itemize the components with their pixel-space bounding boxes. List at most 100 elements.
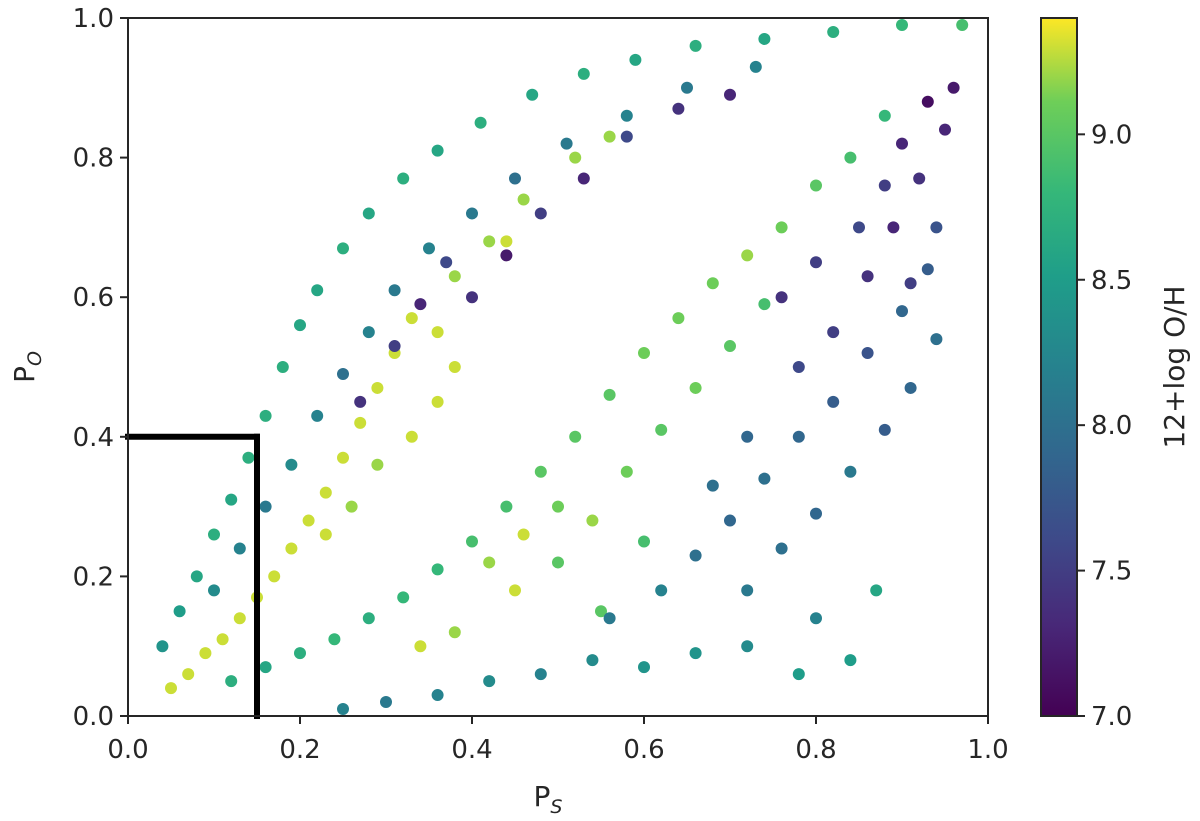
data-point bbox=[302, 514, 315, 527]
data-point bbox=[466, 291, 478, 304]
data-point bbox=[810, 612, 822, 625]
data-point bbox=[199, 647, 212, 660]
colorbar-tick-label: 9.0 bbox=[1091, 120, 1132, 150]
data-point bbox=[182, 668, 195, 681]
data-point bbox=[586, 654, 599, 667]
data-point bbox=[681, 81, 693, 94]
data-point bbox=[560, 137, 573, 150]
plot-frame bbox=[127, 17, 989, 717]
data-point bbox=[853, 221, 865, 234]
data-point bbox=[878, 423, 891, 436]
data-point bbox=[913, 172, 926, 185]
data-point bbox=[276, 361, 289, 373]
data-point bbox=[724, 88, 736, 101]
y-tick-label: 0.8 bbox=[73, 144, 114, 174]
data-point bbox=[904, 277, 917, 290]
data-point bbox=[233, 542, 246, 555]
data-point bbox=[337, 703, 349, 716]
colorbar-tick-label: 7.5 bbox=[1091, 557, 1132, 587]
data-point bbox=[448, 270, 461, 283]
data-point bbox=[741, 430, 754, 443]
data-point bbox=[448, 626, 461, 639]
data-point bbox=[603, 388, 616, 401]
data-point bbox=[190, 570, 203, 583]
data-point bbox=[173, 605, 186, 618]
data-point bbox=[362, 207, 375, 220]
data-point bbox=[534, 668, 547, 681]
data-point bbox=[354, 395, 367, 408]
data-point bbox=[689, 549, 702, 562]
data-point bbox=[638, 661, 650, 674]
y-tick-label: 1.0 bbox=[73, 4, 114, 34]
data-point bbox=[328, 633, 341, 646]
data-point bbox=[362, 612, 375, 625]
data-point bbox=[741, 640, 754, 653]
data-point bbox=[268, 570, 281, 583]
data-point bbox=[758, 472, 771, 485]
data-point bbox=[792, 430, 805, 443]
data-point bbox=[827, 25, 840, 38]
data-point bbox=[483, 235, 496, 248]
data-point bbox=[638, 347, 650, 360]
data-point bbox=[552, 500, 564, 513]
x-tick-label: 0.8 bbox=[795, 735, 836, 765]
x-tick-label: 0.2 bbox=[279, 735, 320, 765]
data-point bbox=[362, 326, 375, 339]
data-point bbox=[233, 612, 246, 625]
data-point bbox=[689, 39, 702, 52]
data-point bbox=[724, 340, 736, 353]
data-point bbox=[414, 298, 427, 311]
data-point bbox=[775, 291, 788, 304]
data-point bbox=[414, 640, 427, 653]
data-point bbox=[534, 465, 547, 478]
data-point bbox=[483, 556, 496, 569]
colorbar-label: 12+log O/H bbox=[1158, 285, 1191, 448]
data-point bbox=[655, 423, 668, 436]
data-point bbox=[337, 451, 349, 464]
data-point bbox=[448, 361, 461, 373]
data-point bbox=[861, 270, 874, 283]
data-point bbox=[741, 584, 754, 597]
data-point bbox=[517, 528, 530, 541]
data-point bbox=[509, 172, 521, 185]
data-point bbox=[810, 507, 822, 520]
data-point bbox=[431, 326, 444, 339]
data-point bbox=[749, 60, 762, 73]
colorbar-tick-label: 8.0 bbox=[1091, 411, 1132, 441]
data-point bbox=[810, 256, 822, 269]
data-point bbox=[603, 612, 616, 625]
data-point bbox=[294, 647, 306, 660]
x-tick-label: 0.6 bbox=[623, 735, 664, 765]
data-point bbox=[552, 556, 564, 569]
data-point bbox=[500, 500, 513, 513]
data-point bbox=[827, 395, 840, 408]
data-point bbox=[775, 542, 788, 555]
data-point bbox=[534, 207, 547, 220]
data-point bbox=[156, 640, 169, 653]
data-point bbox=[577, 172, 590, 185]
data-point bbox=[620, 109, 633, 122]
data-point bbox=[285, 542, 298, 555]
data-point bbox=[208, 528, 220, 541]
data-point bbox=[758, 298, 771, 311]
data-point bbox=[706, 277, 719, 290]
data-point bbox=[423, 242, 435, 255]
data-point bbox=[827, 326, 840, 339]
data-point bbox=[397, 591, 410, 604]
data-point bbox=[259, 500, 272, 513]
data-point bbox=[225, 493, 238, 506]
data-point bbox=[689, 647, 702, 660]
colorbar-tick-label: 7.0 bbox=[1091, 702, 1132, 732]
data-point bbox=[337, 242, 349, 255]
y-tick-label: 0.4 bbox=[73, 423, 114, 453]
data-point bbox=[388, 284, 401, 297]
data-point bbox=[569, 151, 582, 164]
data-point bbox=[259, 409, 272, 422]
data-point bbox=[595, 605, 607, 618]
data-point bbox=[431, 395, 444, 408]
data-point bbox=[431, 563, 444, 576]
data-point bbox=[930, 221, 943, 234]
data-point bbox=[741, 249, 754, 262]
data-point bbox=[672, 312, 685, 325]
data-point bbox=[405, 312, 418, 325]
